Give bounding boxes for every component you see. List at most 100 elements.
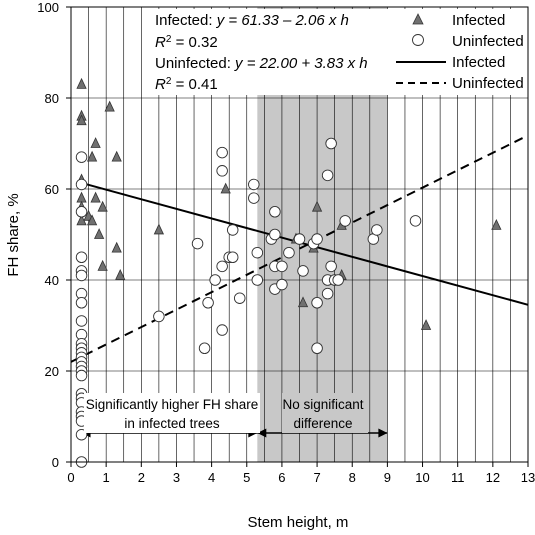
infected-point: [104, 100, 115, 112]
uninfected-point: [321, 287, 334, 300]
uninfected-point: [311, 297, 323, 309]
uninfected-point: [75, 205, 88, 218]
uninfected-point: [153, 310, 165, 323]
x-tick-label: 1: [103, 470, 110, 485]
uninfected-point: [209, 274, 221, 286]
uninfected-r2-prefix: R: [155, 76, 166, 93]
uninfected-r2: R2 = 0.41: [155, 76, 218, 94]
uninfected-point: [233, 292, 246, 304]
legend-infected-label: Infected: [452, 12, 505, 29]
uninfected-point: [226, 224, 239, 236]
x-axis-label: Stem height, m: [248, 514, 349, 531]
y-tick-label: 0: [52, 455, 59, 470]
infected-equation-body: y = 61.33 – 2.06 x h: [216, 12, 349, 29]
x-tick-label: 9: [384, 470, 391, 485]
uninfected-equation-prefix: Uninfected:: [155, 55, 235, 72]
uninfected-point: [216, 324, 228, 336]
legend-box: [384, 9, 527, 95]
infected-r2-sup: 2: [166, 34, 172, 45]
infected-point: [90, 191, 101, 203]
y-axis-label: FH share, %: [5, 193, 22, 276]
uninfected-point: [75, 297, 88, 309]
uninfected-point: [75, 269, 88, 282]
infected-point: [220, 182, 231, 194]
uninfected-point: [297, 265, 309, 277]
uninfected-point: [75, 315, 88, 327]
right-annotation-bg: [282, 393, 368, 433]
uninfected-point: [75, 178, 88, 191]
uninfected-point: [216, 146, 228, 159]
y-tick-label: 20: [45, 364, 59, 379]
uninfected-r2-sup: 2: [166, 76, 172, 87]
uninfected-point: [311, 233, 323, 245]
infected-point: [153, 223, 165, 235]
infected-point: [97, 200, 108, 212]
x-tick-label: 2: [138, 470, 145, 485]
data-points: [75, 77, 502, 468]
uninfected-point: [276, 260, 288, 273]
uninfected-point: [198, 342, 211, 355]
x-tick-label: 0: [67, 470, 74, 485]
regression-line-uninfected-dashed: [70, 134, 529, 363]
infected-point: [76, 77, 87, 89]
infected-point: [93, 228, 105, 239]
uninfected-point: [216, 165, 228, 177]
infected-r2-value: = 0.32: [171, 34, 217, 51]
uninfected-point: [191, 237, 204, 250]
y-tick-label: 40: [45, 273, 59, 288]
infected-r2: R2 = 0.32: [155, 34, 218, 52]
uninfected-point: [409, 215, 422, 227]
uninfected-point: [325, 137, 337, 150]
uninfected-point: [269, 228, 281, 241]
uninfected-point: [321, 169, 334, 182]
infected-point: [76, 191, 87, 203]
legend-uninfected-marker: [412, 34, 424, 46]
uninfected-point: [339, 215, 351, 227]
uninfected-equation: Uninfected: y = 22.00 + 3.83 x h: [155, 55, 368, 72]
uninfected-point: [311, 342, 323, 355]
infected-point: [76, 114, 87, 126]
x-tick-label: 13: [521, 470, 535, 485]
infected-point: [491, 218, 502, 230]
uninfected-equation-body: y = 22.00 + 3.83 x h: [234, 55, 368, 72]
uninfected-point: [293, 233, 306, 245]
right-arrow-head-start: [257, 428, 267, 438]
uninfected-point: [251, 246, 264, 259]
equation-box: [150, 9, 384, 95]
uninfected-r2-value: = 0.41: [171, 76, 217, 93]
infected-point: [297, 296, 309, 308]
regression-lines: [70, 134, 529, 363]
x-tick-label: 12: [486, 470, 500, 485]
uninfected-point: [202, 297, 214, 309]
y-tick-label: 100: [37, 0, 59, 15]
x-tick-label: 5: [243, 470, 250, 485]
infected-point: [111, 241, 122, 253]
infected-point: [86, 150, 98, 162]
x-tick-label: 11: [451, 470, 465, 485]
uninfected-point: [332, 274, 344, 286]
infected-point: [90, 137, 101, 148]
legend-infected-marker: [412, 13, 424, 25]
uninfected-point: [216, 260, 228, 273]
x-tick-label: 3: [173, 470, 180, 485]
x-tick-label: 6: [278, 470, 285, 485]
legend: Infected Uninfected Infected Uninfected: [384, 9, 527, 95]
uninfected-point: [248, 192, 260, 204]
infected-point: [115, 269, 126, 280]
x-tick-label: 7: [313, 470, 320, 485]
legend-uninfected-line-label: Uninfected: [452, 75, 524, 92]
uninfected-point: [226, 251, 239, 263]
y-tick-label: 80: [45, 91, 59, 106]
right-annotation-line2: difference: [293, 416, 352, 431]
x-tick-label: 8: [349, 470, 356, 485]
uninfected-point: [248, 178, 260, 191]
plot-frame: [70, 6, 529, 463]
uninfected-point: [325, 260, 337, 273]
uninfected-point: [251, 274, 264, 286]
infected-r2-prefix: R: [155, 34, 166, 51]
left-annotation-line2: in infected trees: [124, 416, 220, 431]
infected-point: [86, 214, 98, 226]
uninfected-point: [75, 151, 88, 163]
